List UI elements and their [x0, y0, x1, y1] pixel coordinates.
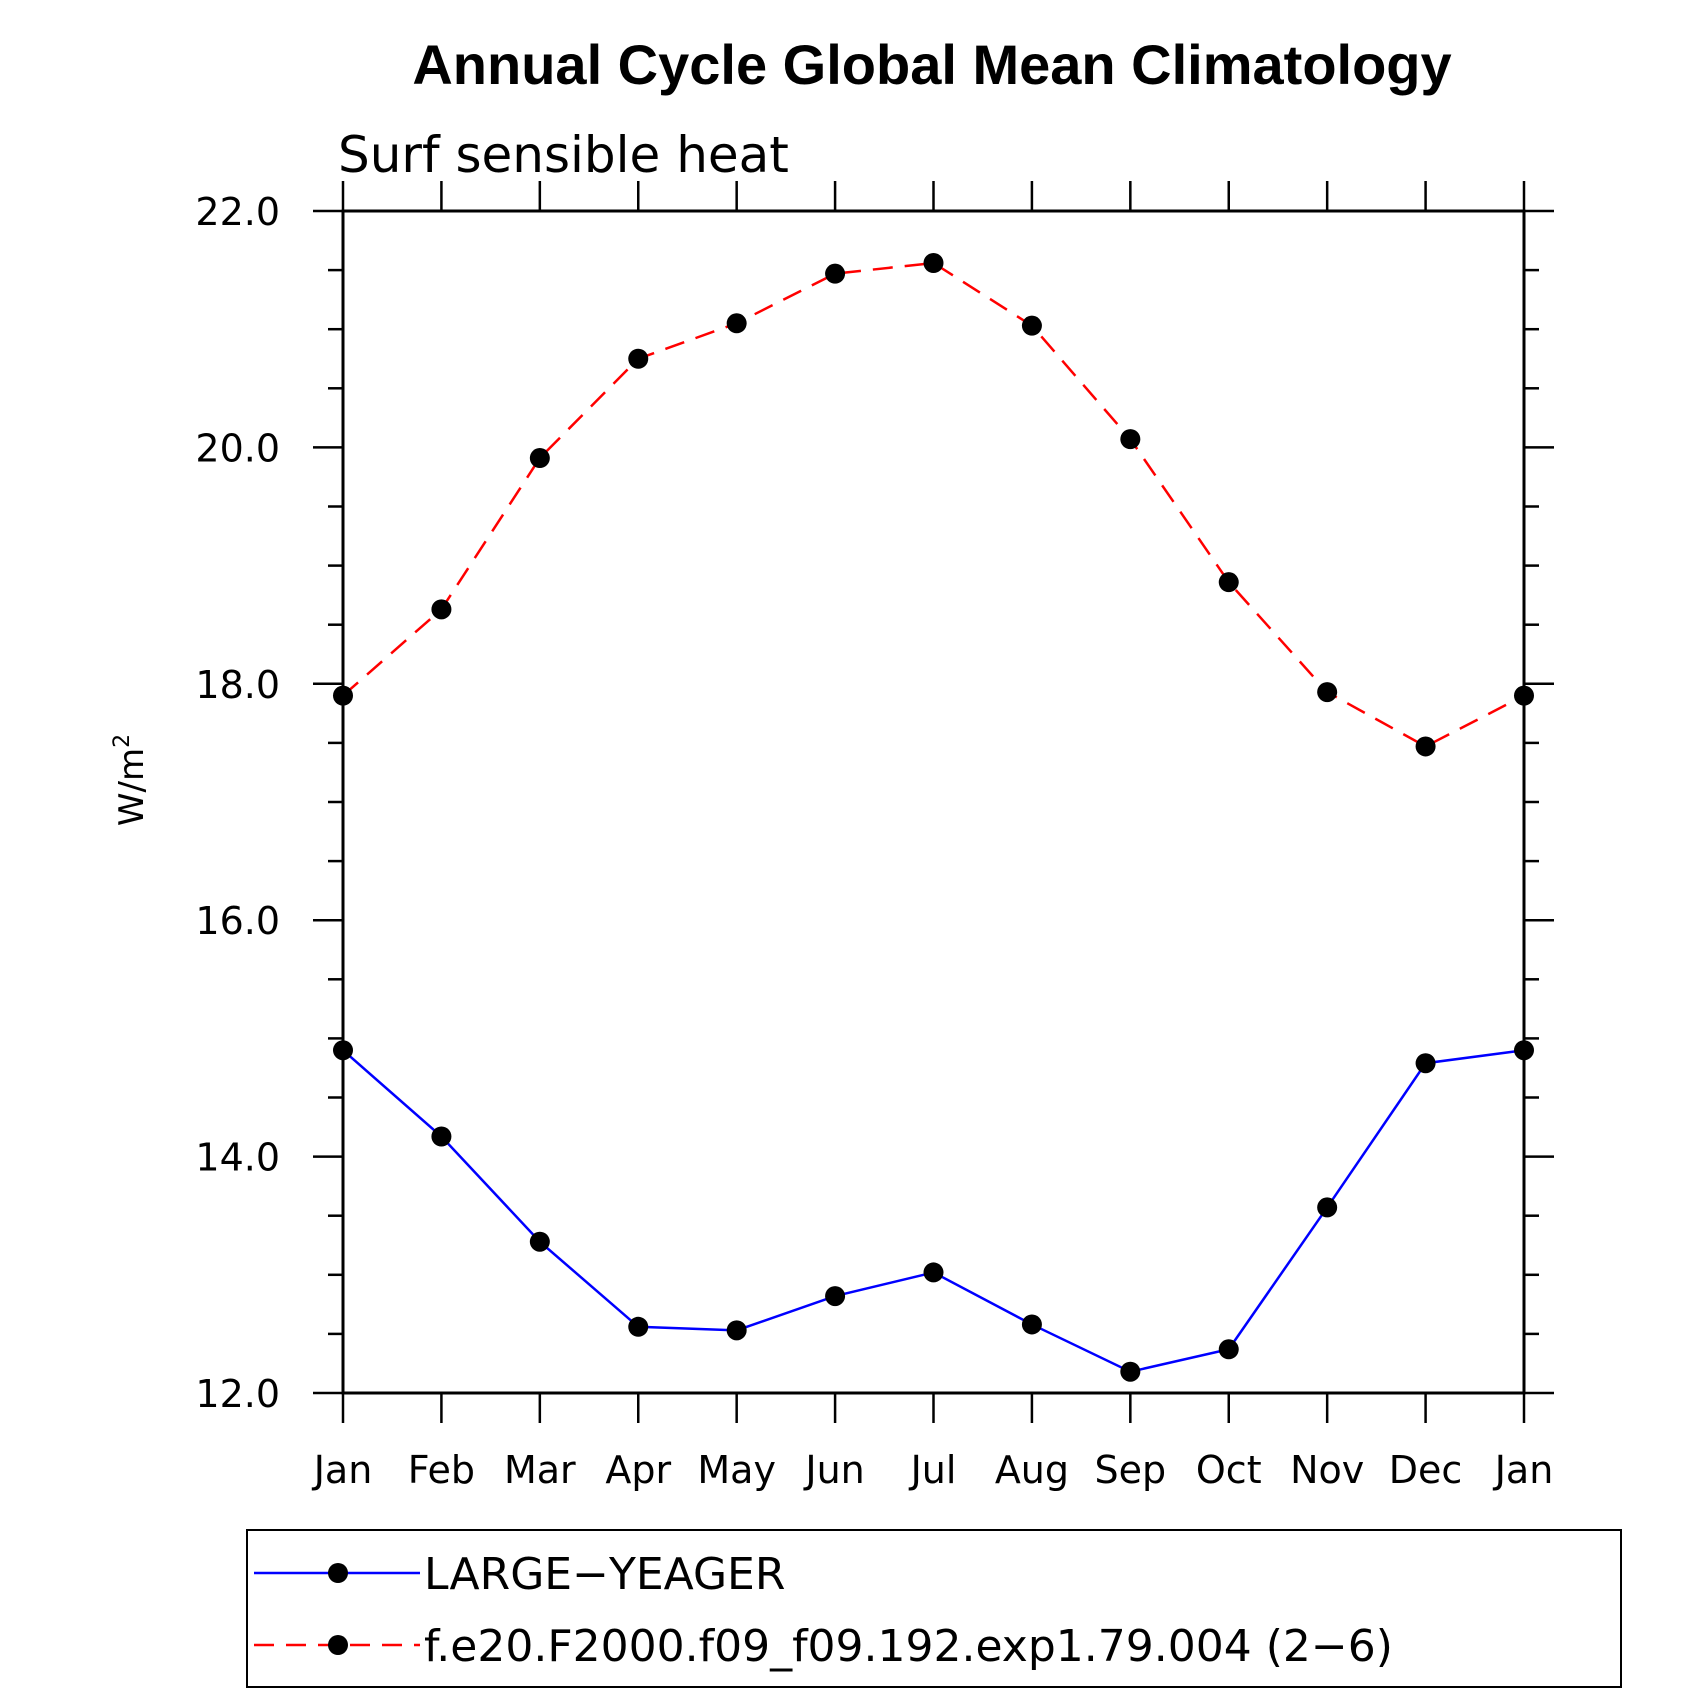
data-point-series-2 [1021, 315, 1042, 336]
data-point-series-2 [628, 348, 649, 369]
x-tick-label: Jul [909, 1448, 957, 1492]
data-point-series-1 [1218, 1339, 1239, 1360]
legend-marker-series-2 [328, 1635, 348, 1655]
legend-label-series-2: f.e20.F2000.f09_f09.192.exp1.79.004 (2−6… [424, 1621, 1393, 1672]
x-tick-label: Jan [1493, 1448, 1554, 1492]
data-point-series-1 [1514, 1040, 1534, 1061]
data-point-series-1 [923, 1262, 944, 1283]
x-tick-label: Aug [995, 1448, 1069, 1492]
x-tick-label: Apr [605, 1448, 671, 1492]
chart-subtitle: Surf sensible heat [338, 126, 789, 184]
x-tick-label: Jan [312, 1448, 373, 1492]
x-tick-label: Jun [803, 1448, 864, 1492]
plot-frame [341, 209, 1526, 1395]
data-point-series-1 [333, 1040, 353, 1061]
data-point-series-2 [726, 313, 747, 334]
y-tick-label: 12.0 [195, 1372, 280, 1416]
data-point-series-2 [431, 599, 452, 620]
data-point-series-1 [726, 1320, 747, 1341]
data-point-series-1 [1415, 1053, 1436, 1074]
y-tick-labels: 12.0 14.0 16.0 18.0 20.0 22.0 [195, 190, 280, 1416]
data-point-series-2 [825, 263, 846, 284]
data-point-series-2 [333, 685, 353, 706]
data-point-series-2 [1514, 685, 1534, 706]
y-tick-label: 16.0 [195, 899, 280, 943]
legend: LARGE−YEAGER f.e20.F2000.f09_f09.192.exp… [246, 1529, 1622, 1688]
y-tick-label: 22.0 [195, 190, 280, 234]
data-point-series-1 [1021, 1314, 1042, 1335]
legend-marker-series-1 [328, 1563, 348, 1583]
y-tick-label: 20.0 [195, 426, 280, 470]
series-line-2 [342, 261, 1525, 748]
legend-label-series-1: LARGE−YEAGER [424, 1549, 785, 1600]
y-axis-label: W/m2 [110, 734, 152, 826]
data-point-series-2 [1415, 736, 1436, 757]
x-tick-label: Sep [1095, 1448, 1167, 1492]
chart-title: Annual Cycle Global Mean Climatology [412, 33, 1451, 96]
y-tick-label: 14.0 [195, 1136, 280, 1180]
x-tick-labels: Jan Feb Mar Apr May Jun Jul Aug Sep Oct Nov Dec Jan [312, 1448, 1554, 1492]
data-point-series-2 [1317, 682, 1338, 703]
axis-ticks [313, 181, 1554, 1423]
data-point-series-1 [825, 1286, 846, 1307]
data-point-series-1 [1317, 1197, 1338, 1218]
x-tick-label: Oct [1196, 1448, 1262, 1492]
data-point-series-2 [529, 448, 550, 469]
y-axis-label-superscript: 2 [110, 734, 135, 748]
y-tick-label: 18.0 [195, 663, 280, 707]
x-tick-label: Feb [408, 1448, 475, 1492]
data-point-series-1 [1120, 1361, 1141, 1382]
x-tick-label: Mar [504, 1448, 576, 1492]
data-point-series-2 [1218, 572, 1239, 593]
data-point-series-1 [628, 1316, 649, 1337]
x-tick-label: Nov [1290, 1448, 1364, 1492]
legend-box [246, 1529, 1622, 1688]
data-point-series-2 [923, 253, 944, 274]
series-line-1 [342, 1048, 1525, 1374]
data-point-series-1 [529, 1231, 550, 1252]
x-tick-label: May [697, 1448, 776, 1492]
data-point-series-2 [1120, 429, 1141, 450]
x-tick-label: Dec [1389, 1448, 1463, 1492]
data-point-series-1 [431, 1126, 452, 1147]
series-layer [333, 253, 1534, 1382]
